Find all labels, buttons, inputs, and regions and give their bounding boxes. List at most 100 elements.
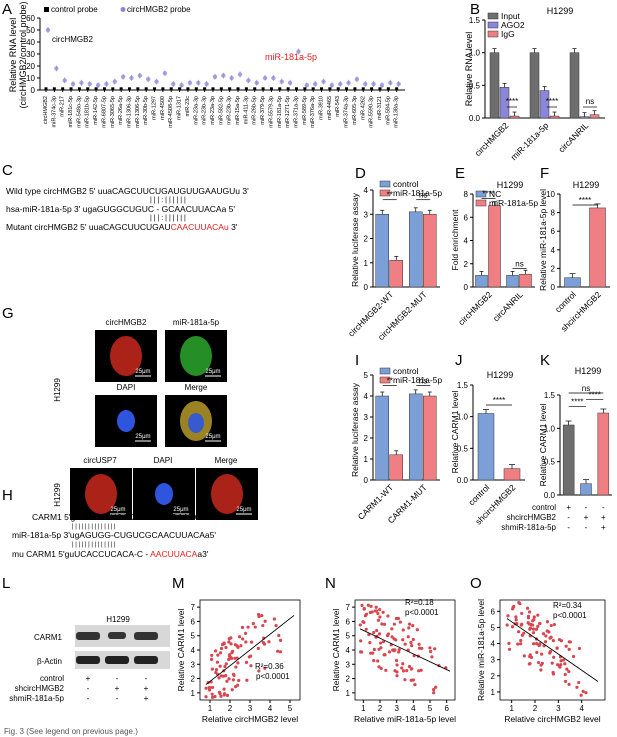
panelN-point — [411, 623, 415, 628]
panelO-point — [538, 621, 542, 626]
panelD-y-tick-label: 3 — [364, 210, 369, 219]
panelA-x-tick-label: miR-26b-5p — [252, 96, 258, 125]
panelN-point — [381, 610, 385, 614]
panelD-y-tick-label: 1 — [364, 259, 369, 268]
panelN-point — [391, 648, 395, 652]
panelK-sign: - — [602, 503, 605, 512]
panelN-point — [379, 641, 383, 645]
panelE-bar — [488, 205, 501, 288]
panelM-point — [237, 678, 241, 683]
panelA-control-point — [211, 87, 215, 91]
panelN-point — [390, 627, 394, 631]
panelB-y-tick-label: 0.5 — [469, 81, 481, 90]
panelM-x-tick-label: 1 — [208, 704, 213, 713]
significance-label: **** — [482, 190, 494, 199]
panelN-point — [361, 620, 365, 624]
scale-label: 25μm — [205, 369, 220, 375]
panelA-x-tick-label: miR-411-3p — [243, 96, 249, 124]
panelA-control-point — [303, 87, 307, 91]
panelA-x-tick-label: miR-1271-5p — [285, 96, 291, 128]
panelL-sign: - — [116, 694, 119, 703]
panelG-col-label: Merge — [215, 456, 238, 465]
panelA-ylabel1: Relative RNA level — [8, 18, 18, 93]
panelL-condition-label: shmiR-181a-5p — [9, 694, 64, 703]
panelN-point — [410, 667, 414, 671]
panelL-sign: - — [87, 694, 90, 703]
panelI-y-tick-label: 1 — [364, 455, 369, 464]
panel-letter-J: J — [455, 352, 463, 369]
panelN-regression-line — [359, 628, 451, 672]
panelJ-bar — [477, 413, 495, 481]
panelA-control-point — [294, 87, 298, 91]
panelM-point — [213, 694, 217, 699]
panelN-point — [395, 674, 399, 678]
panelN-point — [411, 637, 415, 642]
panelK-y-tick-label: 0.5 — [544, 458, 556, 467]
panelA-control-point — [236, 87, 240, 91]
panelH-carm1: CARM1 5'guUCACCUCACA - C -UUGAAUGUa3' — [32, 512, 219, 522]
panelE-y-tick-label: 8 — [464, 190, 469, 199]
panelO-point — [575, 685, 579, 689]
panelN-y-tick-label: 6 — [346, 617, 351, 626]
panelO-point — [555, 646, 559, 650]
panelG-col-label: circUSP7 — [83, 456, 117, 465]
panelN-x-tick-label: 5 — [428, 704, 433, 713]
panelO-point — [559, 639, 564, 643]
panelA-x-tick-label: miR-376a-3p — [310, 96, 316, 128]
panelC-mutant-part: Mutant circHMGB2 5' uuaCAGCUUCUGAU — [6, 222, 171, 232]
significance-label: **** — [506, 97, 518, 106]
panelB-ylabel: Relative RNA level — [464, 32, 474, 107]
panelO-point — [520, 633, 524, 637]
panelM-point — [278, 638, 283, 642]
panelL-band — [76, 632, 100, 640]
panelO-point — [563, 672, 567, 677]
panel-letter-N: N — [325, 575, 336, 592]
panelM-point — [274, 624, 278, 628]
panelD-y-tick-label: 2 — [364, 235, 369, 244]
panelO-point — [527, 610, 532, 614]
panelB-bar — [549, 115, 560, 119]
panelM-point — [233, 656, 237, 660]
panelA-control-point — [311, 87, 315, 91]
panelM-point — [233, 643, 237, 647]
panelM-point — [272, 617, 276, 621]
panelA-x-tick-label: miR-371a-3p — [293, 96, 299, 128]
panelO-point — [529, 655, 534, 659]
panelI-ylabel: Relative luciferase assay — [350, 382, 360, 477]
panelM-y-tick-label: 3 — [191, 660, 196, 669]
panelN-point — [358, 623, 362, 627]
panelJ-title: H1299 — [487, 370, 514, 380]
panelM-point — [237, 635, 242, 639]
panelI-y-tick-label: 2 — [364, 434, 369, 443]
panelA-x-tick-label: miR-582-5p — [218, 96, 224, 125]
panelM-point — [276, 649, 280, 653]
panelA-x-tick-label: miR-4465 — [327, 96, 333, 120]
panelH-mutant: mu CARM1 5'guUCACCUCACA-C - AACUUACAa3' — [12, 549, 209, 559]
panelA-x-tick-label: miR-181c-5p — [68, 96, 74, 127]
panelN-x-tick-label: 6 — [444, 704, 449, 713]
panelA-x-tick-label: miR-5579-3p — [268, 96, 274, 128]
panelA-control-point — [61, 87, 65, 91]
panelA-x-tick-label: miR-374a-3p — [344, 96, 350, 128]
panelO-point — [534, 627, 539, 631]
panelK-y-tick-label: 1.5 — [544, 391, 556, 400]
panelA-control-point — [94, 87, 98, 91]
panelJ-bar — [503, 468, 521, 481]
panelM-point — [236, 645, 240, 649]
panelC-mutant: Mutant circHMGB2 5' uuaCAGCUUCUGAUCAACUU… — [6, 222, 238, 232]
panelO-point — [556, 663, 560, 667]
panelM-point — [214, 668, 219, 672]
panelA-control-point — [161, 87, 165, 91]
legend-swatch — [475, 190, 487, 198]
panelF-y-tick-label: 2 — [551, 264, 556, 273]
panelM-point — [219, 646, 224, 651]
panelG-col-label: DAPI — [154, 456, 173, 465]
panelN-point — [395, 670, 399, 674]
panelN-point — [419, 668, 423, 672]
panelA-control-point — [119, 87, 123, 91]
panelA-x-tick-label: miR-374c-3p — [51, 96, 57, 127]
panelL-sign: - — [145, 674, 148, 683]
panelM-point — [216, 653, 220, 657]
panelM-point — [243, 631, 248, 636]
panelN-point — [378, 615, 382, 619]
